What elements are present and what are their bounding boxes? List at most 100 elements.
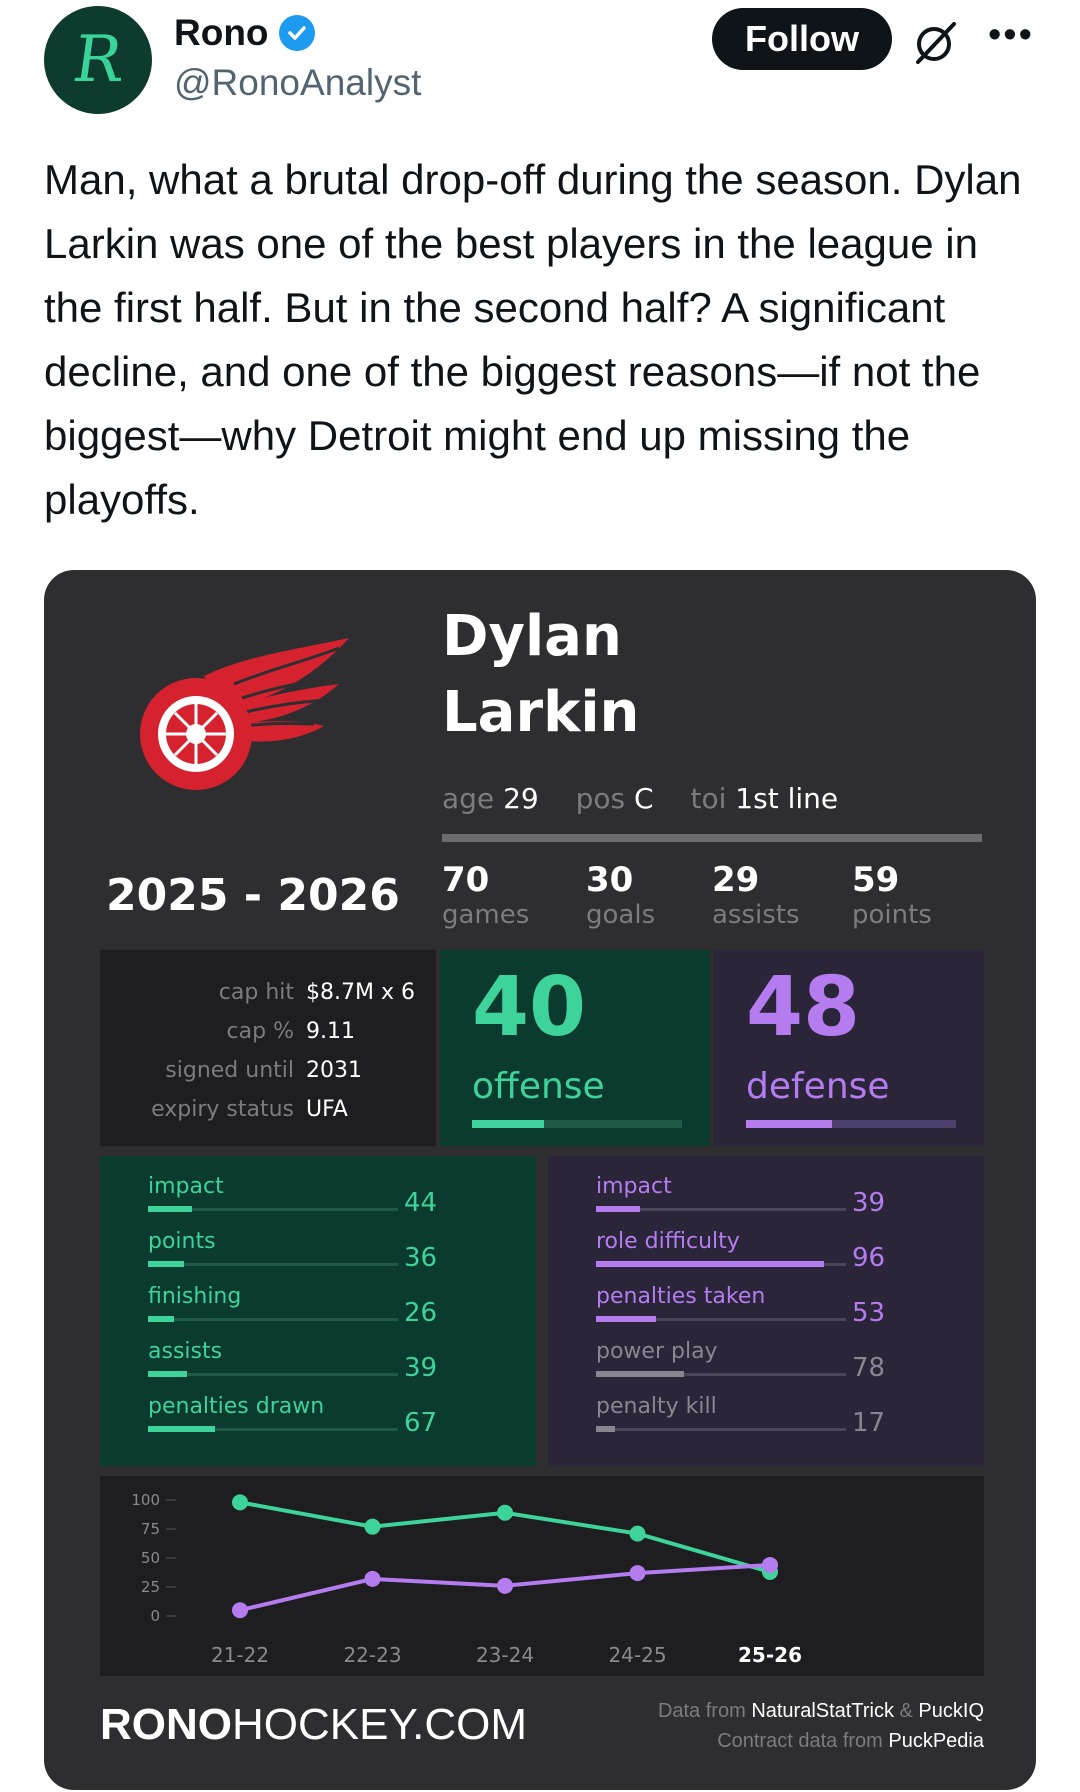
player-first-name: Dylan xyxy=(442,604,622,669)
contract-source-prefix: Contract data from xyxy=(717,1730,883,1752)
tweet-text: Man, what a brutal drop-off during the s… xyxy=(44,156,1022,523)
offense-bar-fill xyxy=(472,1120,544,1128)
offense-metric-fill xyxy=(148,1371,187,1377)
data-point xyxy=(364,1570,381,1587)
toi-value: 1st line xyxy=(735,782,839,815)
offense-metric-value: 36 xyxy=(404,1243,438,1273)
offense-metric-fill xyxy=(148,1261,184,1267)
offense-label: offense xyxy=(472,1066,605,1107)
defense-metric-track xyxy=(596,1373,846,1376)
source-b: PuckIQ xyxy=(918,1700,984,1722)
data-point xyxy=(232,1602,248,1619)
stat-label: goals xyxy=(586,900,656,930)
offense-metric-track xyxy=(148,1263,398,1266)
defense-score: 48 xyxy=(746,960,861,1055)
defense-metric-value: 96 xyxy=(852,1243,886,1273)
trend-chart: 0 25 50 75 100 21-22 22-23 23-24 24-25 25-26 xyxy=(131,1491,802,1667)
site-name: RONOHOCKEY.COM xyxy=(100,1700,527,1750)
offense-bar-track xyxy=(472,1120,682,1128)
stat-value: 29 xyxy=(712,860,760,900)
defense-metric-label: penalty kill xyxy=(596,1394,717,1419)
offense-score: 40 xyxy=(472,960,587,1055)
offense-metric-value: 67 xyxy=(404,1408,438,1438)
stat-value: 59 xyxy=(852,860,900,900)
contract-source-a: PuckPedia xyxy=(888,1730,984,1752)
display-name[interactable]: Rono xyxy=(174,12,269,53)
offense-metric-fill xyxy=(148,1426,215,1432)
contract-value: $8.7M x 6 xyxy=(306,980,415,1005)
player-last-name: Larkin xyxy=(442,680,640,745)
offense-metric-label: assists xyxy=(148,1339,223,1364)
x-tick-label: 23-24 xyxy=(476,1643,534,1667)
source-prefix: Data from xyxy=(657,1700,746,1722)
defense-bar-track xyxy=(746,1120,956,1128)
grok-icon[interactable] xyxy=(910,16,962,68)
offense-metric-track xyxy=(148,1318,398,1321)
handle[interactable]: @RonoAnalyst xyxy=(174,62,422,103)
defense-metric-value: 39 xyxy=(852,1188,886,1218)
offense-metric-track xyxy=(148,1373,398,1376)
y-tick-label: 25 xyxy=(141,1578,160,1596)
verified-badge-icon xyxy=(278,15,315,51)
x-tick-label: 25-26 xyxy=(738,1643,802,1667)
data-point xyxy=(629,1525,646,1542)
offense-metrics-panel xyxy=(100,1156,536,1466)
y-tick-label: 0 xyxy=(150,1607,160,1625)
defense-bar-fill xyxy=(746,1120,832,1128)
more-options-icon[interactable]: ••• xyxy=(988,14,1034,56)
stat-value: 70 xyxy=(442,860,490,900)
source-amp: & xyxy=(899,1700,913,1722)
defense-metric-fill xyxy=(596,1316,656,1322)
defense-metric-value: 53 xyxy=(852,1298,886,1328)
defense-metric-fill xyxy=(596,1426,615,1432)
offense-metric-label: penalties drawn xyxy=(148,1394,325,1419)
defense-metric-fill xyxy=(596,1261,824,1267)
red-wings-logo xyxy=(134,636,354,796)
defense-metric-track xyxy=(596,1428,846,1431)
offense-metric-label: finishing xyxy=(148,1284,242,1309)
x-tick-label: 22-23 xyxy=(343,1643,401,1667)
age-value: 29 xyxy=(503,782,539,815)
data-point xyxy=(629,1565,646,1582)
data-point xyxy=(232,1494,248,1511)
data-point xyxy=(497,1577,513,1594)
offense-metric-fill xyxy=(148,1316,174,1322)
follow-button[interactable]: Follow xyxy=(712,8,892,70)
offense-box xyxy=(440,950,710,1146)
site-name-rest: HOCKEY.COM xyxy=(232,1700,528,1749)
stat-value: 30 xyxy=(586,860,634,900)
contract-box xyxy=(100,950,436,1146)
y-tick-label: 50 xyxy=(141,1549,160,1567)
x-tick-label: 24-25 xyxy=(608,1643,666,1667)
defense-metric-label: power play xyxy=(596,1339,718,1364)
data-point xyxy=(497,1504,513,1521)
display-name-row[interactable]: Rono xyxy=(174,12,315,54)
contract-label: cap hit xyxy=(218,980,294,1005)
offense-metric-value: 26 xyxy=(404,1298,438,1328)
contract-label: cap % xyxy=(226,1019,294,1044)
contract-value: UFA xyxy=(306,1097,348,1122)
toi-label: toi xyxy=(690,782,727,815)
offense-metric-value: 44 xyxy=(404,1188,438,1218)
age-label: age xyxy=(442,782,495,815)
offense-metric-label: impact xyxy=(148,1174,224,1199)
source-a: NaturalStatTrick xyxy=(751,1700,894,1722)
avatar[interactable]: R xyxy=(44,6,152,114)
defense-metric-label: penalties taken xyxy=(596,1284,766,1309)
site-name-bold: RONO xyxy=(100,1700,232,1749)
info-divider xyxy=(442,834,982,842)
source-line-2: Contract data from PuckPedia xyxy=(717,1730,984,1753)
x-tick-label: 21-22 xyxy=(211,1643,269,1667)
defense-metric-label: impact xyxy=(596,1174,672,1199)
defense-box xyxy=(714,950,984,1146)
data-point xyxy=(762,1556,778,1573)
defense-metrics-panel xyxy=(548,1156,984,1466)
offense-metric-fill xyxy=(148,1206,192,1212)
source-line-1: Data from NaturalStatTrick & PuckIQ xyxy=(658,1700,984,1723)
pos-value: C xyxy=(634,782,654,815)
defense-metric-track xyxy=(596,1208,846,1211)
y-tick-label: 75 xyxy=(141,1520,160,1538)
player-card-image[interactable]: Dylan Larkin age 29 pos C toi 1st line 2… xyxy=(44,570,1036,1790)
offense-metric-track xyxy=(148,1208,398,1211)
trend-chart-panel xyxy=(100,1476,984,1676)
